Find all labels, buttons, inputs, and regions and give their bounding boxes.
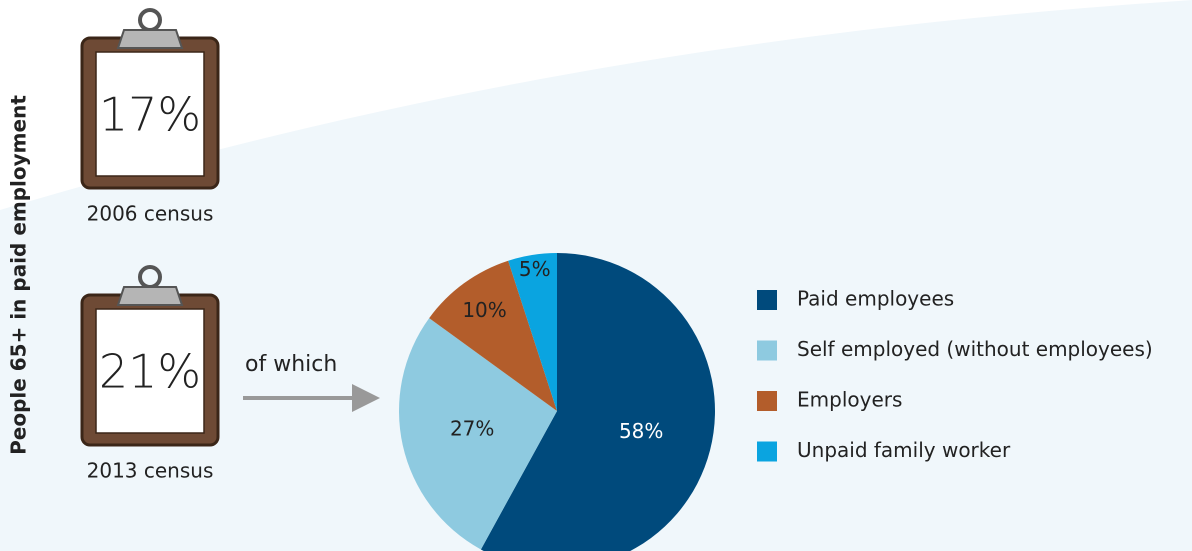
clipboard-percent: 17% [99, 88, 201, 142]
slice-label: 10% [462, 298, 506, 322]
clipboard-percent: 21% [99, 345, 201, 399]
background-curve [0, 0, 1192, 210]
legend-swatch [757, 290, 777, 310]
side-label: People 65+ in paid employment [7, 95, 31, 455]
clipboards: 17% 2006 census 21% 2013 census [80, 8, 220, 483]
legend-label: Unpaid family worker [797, 438, 1011, 462]
legend-label: Paid employees [797, 287, 954, 311]
slice-label: 5% [519, 257, 551, 281]
clipboard-label: 2013 census [87, 459, 214, 483]
clipboard-clip [116, 286, 184, 306]
pie-slice [399, 318, 557, 550]
clipboard-paper [95, 308, 205, 434]
legend-swatch [757, 340, 777, 361]
clipboard-label: 2006 census [87, 202, 214, 226]
pie-slice [429, 260, 557, 411]
arrow-head [352, 384, 380, 412]
legend-label: Self employed (without employees) [797, 337, 1153, 361]
pie-slice [480, 253, 715, 551]
slice-label: 27% [450, 416, 494, 440]
arrow-label: of which [245, 352, 337, 377]
slice-label: 58% [619, 419, 663, 443]
clipboard-clip [116, 29, 184, 49]
legend-label: Employers [797, 388, 902, 412]
pie-slice [508, 253, 557, 411]
legend-swatch [757, 391, 777, 411]
clipboard-paper [95, 51, 205, 177]
legend-swatch [757, 441, 777, 462]
